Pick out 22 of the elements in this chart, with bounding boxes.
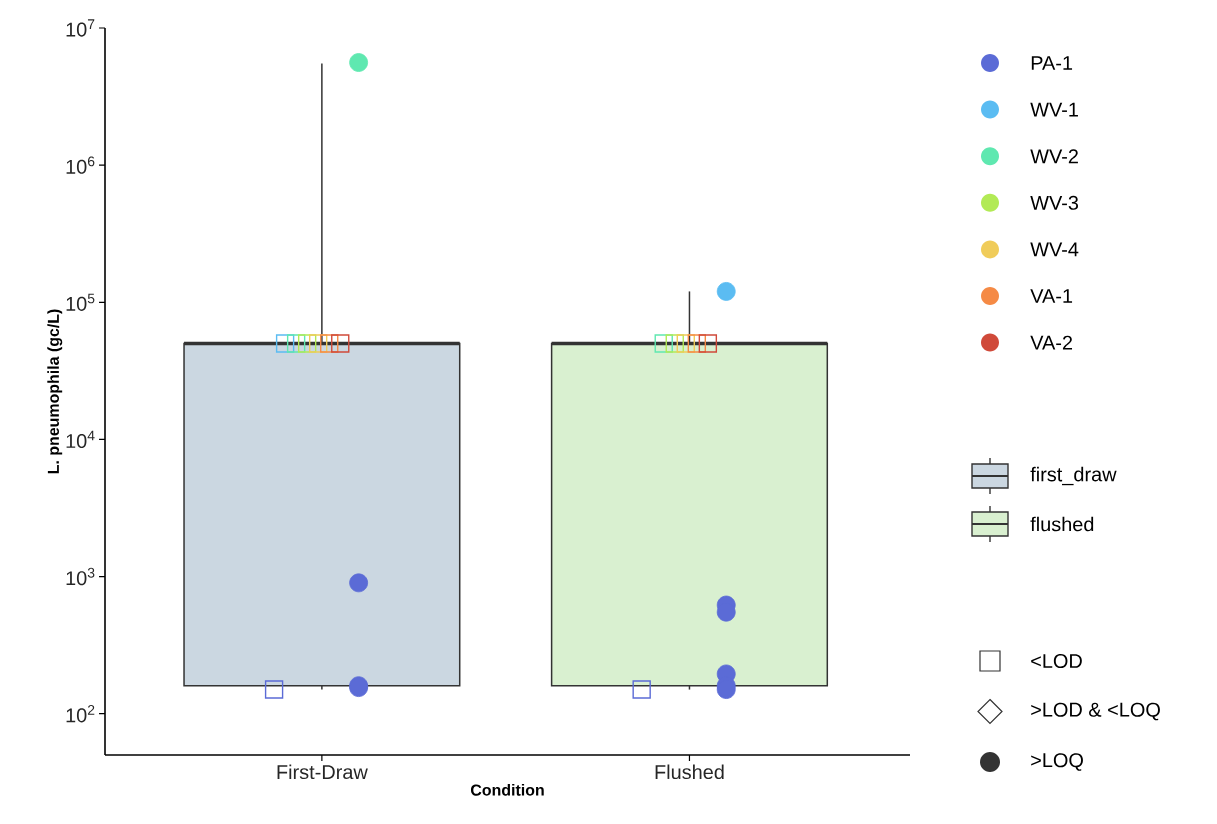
legend-label: WV-4 [1030,242,1079,257]
text: >LOQ [1031,753,1083,771]
x-axis-title: Condition [470,783,544,796]
y-tick-label: 10$^{4}$ [66,430,95,449]
y-axis-title: L. pneumophila (gc/L) [47,309,63,474]
y-tick-label: 10$^{2}$ [66,704,95,723]
text: <LOD [1031,653,1082,669]
y-tick-label: 10$^{7}$ [66,19,95,37]
y-tick-label: 10$^{5}$ [66,293,95,311]
x-tick-label: Flushed [655,764,724,780]
legend-label: VA-1 [1030,289,1073,303]
legend-label: PA-1 [1031,56,1073,70]
y-tick-label: 10$^{3}$ [66,567,95,586]
legend-label: WV-2 [1030,149,1078,164]
x-tick-label: First-Draw [277,764,368,780]
legend-label: WV-3 [1030,195,1079,210]
y-tick-label: 10$^{6}$ [66,156,95,174]
legend-label: WV-1 [1030,102,1078,117]
text: >LOD & <LOQ [1031,702,1160,721]
legend-label: first_draw [1030,466,1117,486]
legend-label: VA-2 [1030,335,1073,350]
legend-label: flushed [1030,516,1094,532]
